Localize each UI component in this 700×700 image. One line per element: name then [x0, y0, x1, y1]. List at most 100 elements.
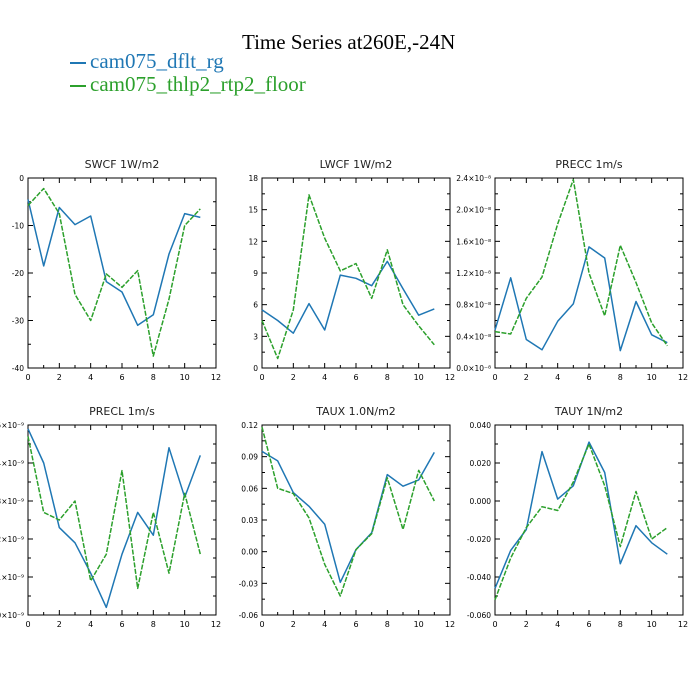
y-tick-label: 0.8×10⁻⁸: [456, 301, 491, 310]
y-tick-label: 9: [253, 269, 258, 278]
y-tick-label: 0: [253, 364, 258, 373]
page-title: Time Series at260E,-24N: [242, 30, 456, 54]
y-tick-label: 18: [248, 174, 258, 183]
x-tick-label: 8: [618, 373, 623, 382]
x-tick-label: 0: [25, 620, 30, 629]
x-tick-label: 12: [678, 373, 688, 382]
series-line-dflt: [494, 246, 668, 352]
legend-item-2: cam075_thlp2_rtp2_floor: [70, 73, 306, 96]
x-tick-label: 4: [555, 373, 560, 382]
y-tick-label: 0.000: [470, 497, 492, 506]
x-tick-label: 6: [586, 373, 591, 382]
x-tick-label: 2: [524, 373, 529, 382]
x-tick-label: 2: [291, 620, 296, 629]
x-tick-label: 12: [678, 620, 688, 629]
series-line-thlp2: [261, 194, 435, 360]
panel-title: SWCF 1W/m2: [85, 158, 160, 171]
y-tick-label: 0.00: [241, 548, 258, 557]
y-tick-label: -10: [12, 222, 24, 231]
y-tick-label: 0×10⁻⁹: [0, 611, 24, 620]
x-tick-label: 2: [291, 373, 296, 382]
x-tick-label: 10: [647, 373, 657, 382]
y-tick-label: 0.0×10⁻⁸: [456, 364, 491, 373]
x-tick-label: 0: [259, 373, 264, 382]
panel-title: PRECL 1m/s: [89, 405, 155, 418]
y-tick-label: 0: [19, 174, 24, 183]
panel-title: TAUX 1.0N/m2: [315, 405, 396, 418]
x-tick-label: 12: [445, 620, 455, 629]
x-tick-label: 12: [211, 373, 221, 382]
y-tick-label: -0.06: [239, 611, 259, 620]
y-tick-label: 0.12: [241, 421, 258, 430]
y-tick-label: 0.09: [241, 453, 258, 462]
x-tick-label: 8: [151, 373, 156, 382]
x-tick-label: 6: [586, 620, 591, 629]
plot-frame: [27, 177, 217, 369]
series-line-dflt: [261, 450, 435, 584]
x-tick-label: 4: [322, 620, 327, 629]
x-tick-label: 4: [88, 373, 93, 382]
y-tick-label: -0.040: [467, 573, 491, 582]
y-tick-label: 0.4×10⁻⁸: [456, 332, 491, 341]
x-tick-label: 6: [353, 620, 358, 629]
legend-label-1: cam075_dflt_rg: [90, 49, 224, 73]
plot-frame: [494, 177, 684, 369]
y-tick-label: 5×10⁻⁹: [0, 421, 24, 430]
series-line-thlp2: [27, 436, 202, 590]
y-tick-label: -20: [12, 269, 24, 278]
legend-label-2: cam075_thlp2_rtp2_floor: [90, 72, 306, 96]
x-tick-label: 4: [322, 373, 327, 382]
y-tick-label: 2.4×10⁻⁸: [456, 174, 491, 183]
plot-frame: [494, 424, 684, 616]
x-tick-label: 2: [524, 620, 529, 629]
y-tick-label: -40: [12, 364, 24, 373]
legend-swatch-1: [70, 62, 86, 65]
x-tick-label: 10: [180, 620, 190, 629]
x-tick-label: 6: [119, 620, 124, 629]
series-line-dflt: [261, 260, 435, 334]
series-line-thlp2: [494, 443, 668, 601]
x-tick-label: 6: [119, 373, 124, 382]
y-tick-label: 15: [248, 206, 258, 215]
x-tick-label: 8: [385, 373, 390, 382]
x-tick-label: 2: [57, 620, 62, 629]
y-tick-label: -0.03: [239, 579, 259, 588]
y-tick-label: 2.0×10⁻⁸: [456, 206, 491, 215]
legend-item-1: cam075_dflt_rg: [70, 50, 306, 73]
y-tick-label: 0.040: [470, 421, 492, 430]
x-tick-label: 4: [555, 620, 560, 629]
y-tick-label: 1.2×10⁻⁸: [456, 269, 491, 278]
x-tick-label: 8: [385, 620, 390, 629]
y-tick-label: -30: [12, 317, 24, 326]
panel-title: TAUY 1N/m2: [554, 405, 623, 418]
x-tick-label: 6: [353, 373, 358, 382]
legend: cam075_dflt_rg cam075_thlp2_rtp2_floor: [70, 50, 306, 96]
y-tick-label: 0.03: [241, 516, 258, 525]
x-tick-label: 0: [259, 620, 264, 629]
plot-frame: [27, 424, 217, 616]
series-line-dflt: [27, 199, 201, 327]
x-tick-label: 0: [492, 620, 497, 629]
plot-frame: [261, 424, 451, 616]
x-tick-label: 0: [492, 373, 497, 382]
y-tick-label: 6: [253, 301, 258, 310]
y-tick-label: 0.06: [241, 484, 258, 493]
panel-title: PRECC 1m/s: [555, 158, 623, 171]
plot-frame: [261, 177, 451, 369]
series-line-thlp2: [494, 178, 668, 347]
panel-title: LWCF 1W/m2: [320, 158, 393, 171]
x-tick-label: 0: [25, 373, 30, 382]
series-line-dflt: [27, 428, 202, 609]
x-tick-label: 12: [445, 373, 455, 382]
y-tick-label: 1.6×10⁻⁸: [456, 237, 491, 246]
y-tick-label: 1×10⁻⁹: [0, 573, 24, 582]
series-line-thlp2: [27, 187, 201, 357]
x-tick-label: 12: [211, 620, 221, 629]
legend-swatch-2: [70, 85, 86, 88]
x-tick-label: 10: [180, 373, 190, 382]
y-tick-label: -0.060: [467, 611, 491, 620]
y-tick-label: 0.020: [470, 459, 492, 468]
x-tick-label: 10: [647, 620, 657, 629]
x-tick-label: 2: [57, 373, 62, 382]
x-tick-label: 8: [618, 620, 623, 629]
